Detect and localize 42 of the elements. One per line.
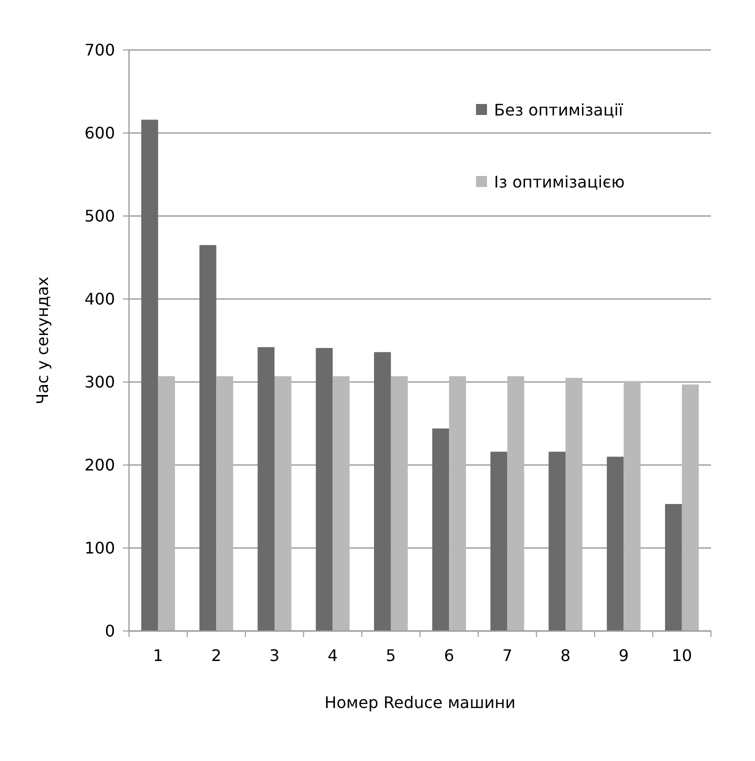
bar xyxy=(258,347,274,631)
bar xyxy=(199,245,216,631)
x-tick-label: 8 xyxy=(560,646,571,665)
x-tick-label: 6 xyxy=(444,646,454,665)
x-axis-title: Номер Reduce машини xyxy=(324,693,516,712)
y-tick-label: 600 xyxy=(84,124,115,143)
y-tick-label: 400 xyxy=(84,290,115,309)
x-tick-label: 9 xyxy=(618,646,629,665)
x-tick-label: 3 xyxy=(269,646,280,665)
x-tick-label: 1 xyxy=(153,646,164,665)
bar xyxy=(432,428,450,631)
bar xyxy=(158,376,175,631)
legend-label: Без оптимізації xyxy=(494,100,624,120)
bar xyxy=(316,348,333,631)
x-tick-label: 4 xyxy=(328,646,338,665)
bar xyxy=(374,352,391,631)
bar xyxy=(606,456,624,631)
x-tick-label: 2 xyxy=(211,646,222,665)
bar xyxy=(566,378,582,631)
y-tick-label: 200 xyxy=(84,456,115,475)
bar xyxy=(216,376,234,631)
bar xyxy=(548,452,566,631)
bar xyxy=(490,452,508,631)
bar xyxy=(390,376,408,631)
bar xyxy=(332,376,350,631)
y-tick-label: 500 xyxy=(84,206,115,226)
x-tick-label: 5 xyxy=(386,646,396,665)
x-tick-label: 7 xyxy=(502,646,512,665)
bar xyxy=(624,381,641,631)
x-tick-label: 10 xyxy=(672,646,692,665)
bar xyxy=(665,504,682,631)
y-tick-label: 700 xyxy=(84,40,115,60)
y-tick-label: 300 xyxy=(84,372,115,392)
bar xyxy=(507,376,524,631)
y-tick-label: 100 xyxy=(84,538,115,558)
y-tick-label: 0 xyxy=(104,622,115,641)
bar xyxy=(449,376,466,631)
legend-label: Із оптимізацією xyxy=(494,172,625,192)
y-axis-title: Час у секундах xyxy=(33,276,52,404)
bar xyxy=(682,384,699,631)
bar xyxy=(141,120,158,631)
bar xyxy=(274,376,292,631)
